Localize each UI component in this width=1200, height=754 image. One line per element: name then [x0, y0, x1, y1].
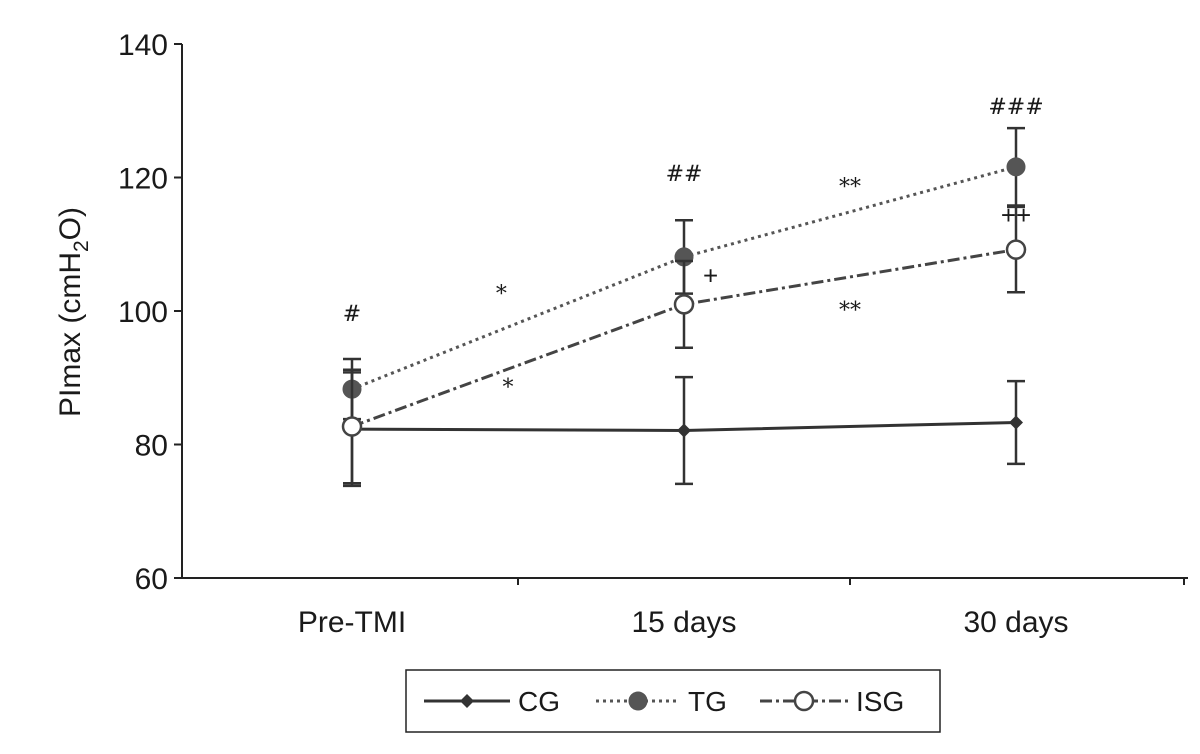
series-isg [341, 205, 1027, 485]
legend: CG TG ISG [405, 669, 941, 733]
legend-marker-tg [628, 691, 648, 711]
annotation-label: + [703, 260, 718, 290]
y-axis-ticks: 60 80 100 120 140 [118, 29, 182, 596]
y-tick-label: 80 [135, 430, 168, 463]
series-layer [341, 126, 1027, 488]
legend-marker-cg [460, 694, 474, 708]
data-point-isg [673, 294, 695, 315]
significance-annotations: ######******+++ [343, 95, 1044, 400]
data-point-tg [1006, 157, 1026, 177]
legend-label-tg: TG [688, 686, 727, 717]
y-axis-title: PImax (cmH2O) [54, 207, 93, 417]
data-point-cg [677, 423, 691, 438]
series-cg [343, 371, 1025, 488]
annotation-label: ** [839, 299, 861, 324]
x-tick-label: 30 days [963, 606, 1068, 639]
legend-label-cg: CG [518, 686, 560, 717]
x-axis-ticks: Pre-TMI 15 days 30 days [298, 578, 1185, 639]
data-point-isg [1005, 239, 1027, 260]
data-point-cg [1009, 415, 1023, 430]
annotation-label: # [343, 302, 361, 327]
annotation-label: * [503, 375, 514, 400]
x-tick-label: Pre-TMI [298, 606, 406, 639]
x-tick-label: 15 days [631, 606, 736, 639]
annotation-label: ## [666, 162, 703, 187]
y-tick-label: 100 [118, 296, 168, 329]
legend-label-isg: ISG [856, 686, 904, 717]
annotation-label: ** [839, 175, 861, 200]
y-tick-label: 120 [118, 163, 168, 196]
data-point-isg [341, 416, 363, 437]
annotation-label: * [496, 282, 507, 307]
legend-marker-isg [793, 690, 815, 712]
y-tick-label: 60 [135, 563, 168, 596]
y-tick-label: 140 [118, 29, 168, 62]
annotation-label: ### [988, 95, 1043, 120]
annotation-label: ++ [1001, 200, 1031, 230]
